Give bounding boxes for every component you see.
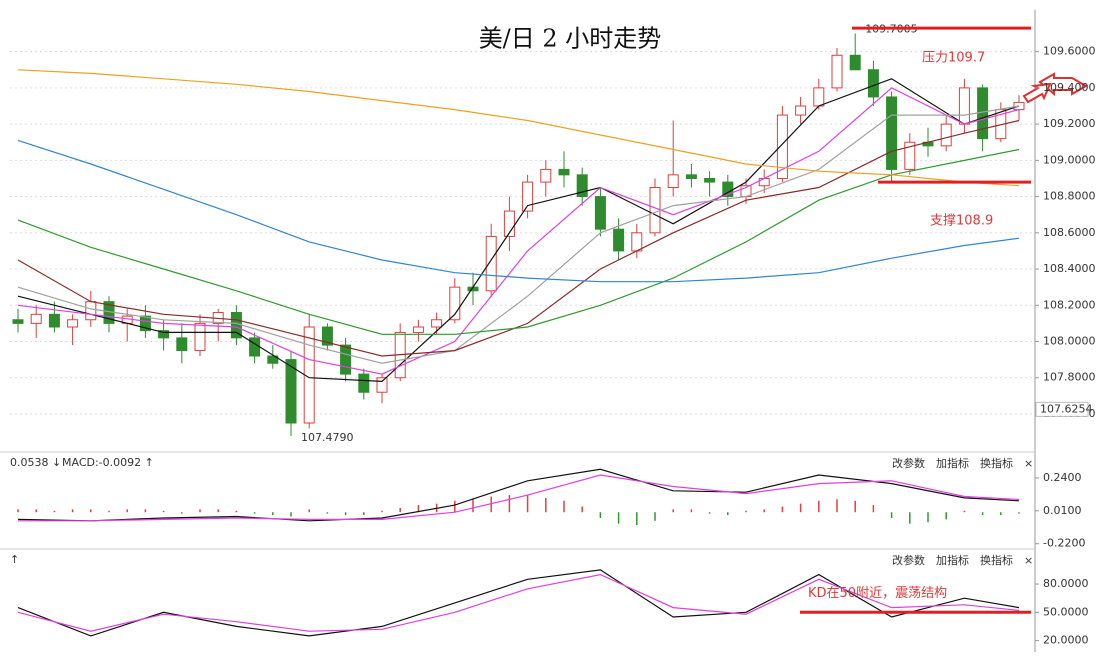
- candle-body: [685, 174, 697, 179]
- candle-body: [776, 114, 788, 179]
- candle-body: [958, 87, 970, 125]
- candle-body: [412, 326, 424, 333]
- support-label: 支撑108.9: [930, 214, 993, 229]
- candle-body: [522, 181, 534, 212]
- candle-body: [704, 177, 716, 183]
- candle-body: [831, 54, 843, 89]
- candle-body: [12, 319, 24, 324]
- toolbar-button[interactable]: ×: [1024, 554, 1033, 567]
- candle-body: [485, 235, 497, 292]
- chart-title: 美/日 2 小时走势: [479, 25, 662, 53]
- last-price-label: 107.6254: [1040, 402, 1093, 415]
- candle-body: [139, 315, 151, 332]
- y-tick-label: 0.0100: [1043, 504, 1082, 517]
- candle-body: [886, 96, 898, 170]
- indicator-line: [18, 474, 1020, 522]
- indicator-line: [17, 78, 1020, 383]
- candle-body: [576, 174, 588, 198]
- candle-body: [613, 228, 625, 252]
- y-tick-label: 109.0000: [1043, 153, 1096, 166]
- y-tick-label: 108.4000: [1043, 262, 1096, 275]
- y-tick-label: 80.0000: [1043, 577, 1089, 590]
- candle-body: [667, 174, 679, 189]
- candle-body: [85, 301, 97, 321]
- candle-body: [795, 105, 807, 116]
- y-tick-label: 109.2000: [1043, 117, 1096, 130]
- toolbar-button[interactable]: 改参数: [892, 456, 925, 470]
- indicator-line: [17, 468, 1020, 522]
- candle-body: [904, 141, 916, 170]
- indicator-line: [17, 69, 1020, 187]
- y-tick-label: 108.2000: [1043, 298, 1096, 311]
- toolbar-button[interactable]: 加指标: [936, 553, 969, 567]
- toolbar-button[interactable]: 换指标: [980, 553, 1013, 567]
- candle-body: [48, 313, 60, 328]
- y-tick-label: 107.8000: [1043, 371, 1096, 384]
- candle-body: [631, 232, 643, 252]
- candle-body: [67, 319, 79, 328]
- candle-body: [594, 196, 606, 230]
- candle-body: [813, 87, 825, 107]
- candle-body: [194, 322, 206, 352]
- candle-body: [867, 69, 879, 98]
- toolbar-button[interactable]: 换指标: [980, 456, 1013, 470]
- indicator-line: [17, 573, 1020, 632]
- panel-header: 0.0538 ↓: [10, 456, 61, 469]
- candle-body: [649, 187, 661, 234]
- y-tick-label: 108.6000: [1043, 226, 1096, 239]
- candle-body: [849, 54, 861, 71]
- candle-body: [267, 355, 279, 364]
- candle-body: [321, 326, 333, 346]
- candle-body: [449, 286, 461, 321]
- low-label: 107.4790: [301, 431, 354, 444]
- indicator-line: [17, 105, 1020, 364]
- candle-body: [540, 168, 552, 183]
- candle-body: [285, 359, 297, 424]
- candle-body: [940, 123, 952, 147]
- toolbar-button[interactable]: 改参数: [892, 553, 925, 567]
- y-tick-label: 109.6000: [1043, 45, 1096, 58]
- candle-body: [376, 377, 388, 393]
- y-tick-label: 0.2400: [1043, 471, 1082, 484]
- candle-body: [558, 168, 570, 176]
- y-tick-label: 108.8000: [1043, 190, 1096, 203]
- panel-header: ↑: [10, 553, 19, 566]
- candle-body: [340, 344, 352, 375]
- toolbar-button[interactable]: ×: [1024, 457, 1033, 470]
- candle-body: [249, 337, 261, 357]
- panel-header: MACD:-0.0092 ↑: [62, 456, 154, 469]
- candle-body: [431, 319, 443, 328]
- candle-body: [176, 337, 188, 352]
- last-price-box: [1035, 401, 1089, 417]
- resistance-label: 压力109.7: [922, 51, 985, 66]
- y-tick-label: 109.4000: [1043, 81, 1096, 94]
- trend-arrow: [1038, 72, 1089, 97]
- candle-body: [503, 210, 515, 237]
- indicator-line: [17, 87, 1020, 375]
- candle-body: [358, 373, 370, 393]
- indicator-line: [17, 139, 1020, 283]
- y-tick-label: -0.2200: [1043, 537, 1085, 550]
- indicator-line: [17, 119, 1020, 357]
- y-tick-label: 50.0000: [1043, 605, 1089, 618]
- indicator-line: [17, 148, 1020, 335]
- candle-body: [158, 330, 170, 339]
- y-tick-label: 108.0000: [1043, 335, 1096, 348]
- toolbar-button[interactable]: 加指标: [936, 456, 969, 470]
- level-label: KD在50附近，震荡结构: [808, 586, 947, 601]
- y-tick-label: 20.0000: [1043, 634, 1089, 647]
- candle-body: [30, 313, 42, 324]
- indicator-line: [17, 569, 1020, 637]
